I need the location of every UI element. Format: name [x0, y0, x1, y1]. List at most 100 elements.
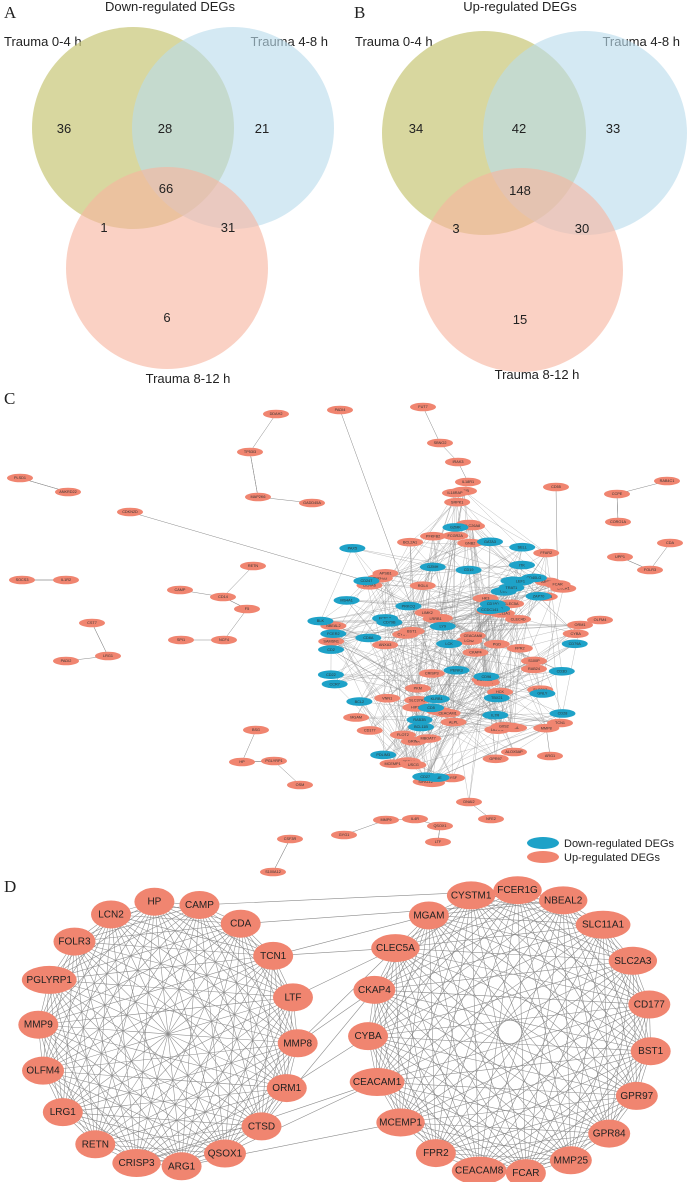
network-c-node-label: CD40LG — [527, 576, 542, 580]
network-c-edge — [431, 535, 456, 674]
network-c-node: CD3D — [548, 666, 575, 676]
network-d-edge — [562, 900, 572, 1161]
network-c-node-label: CLEC4D — [511, 617, 526, 621]
network-d-node-label: MCEMP1 — [379, 1117, 422, 1128]
network-d-node: GPR97 — [615, 1081, 658, 1110]
network-d-node: OLFM4 — [22, 1056, 65, 1085]
network-d-node-shape — [451, 1156, 507, 1182]
network-c-edge — [333, 625, 414, 766]
network-c-node-shape — [604, 489, 630, 499]
network-d-edge — [395, 947, 610, 1134]
network-c-node-label: GZMK — [450, 526, 461, 530]
network-c-node-label: CDKN2D — [122, 510, 138, 514]
network-c-node: LY9 — [429, 621, 456, 631]
network-d-node-shape — [348, 1022, 389, 1051]
network-d-edge — [49, 979, 226, 1154]
network-c-node: CDA — [657, 538, 683, 548]
network-c-node-label: LRG1 — [103, 654, 113, 658]
network-d-edge — [570, 1004, 650, 1161]
network-d-edge — [62, 1111, 262, 1127]
network-c-node: PAX5 — [339, 543, 366, 553]
network-d-edge — [374, 989, 651, 1052]
network-c-node-label: LEF1 — [516, 580, 525, 584]
network-d-node: CAMP — [179, 890, 220, 919]
network-d-node-label: HP — [147, 897, 161, 908]
network-c-node-shape — [507, 577, 534, 586]
venn-a-ab: 28 — [158, 121, 172, 136]
network-c-node: DNAI2 — [456, 797, 482, 807]
network-c-edge — [359, 701, 408, 762]
network-d-node-shape — [272, 983, 313, 1012]
network-c-node: G0S2 — [490, 721, 517, 731]
network-panel-c: C PLSD1 ANKRD22 CDKN2D TP53I3 MAP2K6 GADD45A D… — [4, 389, 683, 877]
network-d-edge — [367, 915, 430, 1037]
network-c-edge — [356, 713, 563, 718]
network-c-node-label: BSG — [252, 728, 260, 732]
network-c-node-label: CEACAM1 — [438, 711, 456, 715]
network-c-node-shape — [548, 666, 575, 676]
network-d-edge — [273, 915, 429, 957]
network-c-node: HP — [229, 757, 255, 767]
network-c-edges — [19, 406, 671, 873]
network-c-node-label: IL7R — [491, 713, 499, 717]
network-d-edge — [74, 941, 137, 1164]
network-d-edge — [368, 1004, 650, 1037]
network-c-node-shape — [657, 538, 683, 548]
network-d-node-shape — [75, 1130, 116, 1159]
network-c-node-label: PLSD1 — [14, 476, 26, 480]
network-c-edge — [389, 580, 514, 623]
network-c-node: RETN — [240, 561, 266, 571]
network-d-node: FCAR — [505, 1159, 546, 1182]
network-d-node-shape — [505, 1159, 546, 1182]
network-d-edge — [395, 924, 604, 949]
network-c-node-shape — [9, 575, 35, 585]
network-c-node-label: CD14 — [218, 595, 228, 599]
network-d-edge — [395, 948, 480, 1171]
network-c-edge — [385, 644, 561, 724]
network-c-node-shape — [240, 561, 266, 571]
network-d-edge — [95, 901, 155, 1145]
network-d-edge — [374, 989, 572, 1161]
network-c-node: CD247 — [353, 576, 380, 586]
network-c-node-label: TCN1 — [555, 721, 565, 725]
network-c-node: CLEC4D — [505, 614, 532, 624]
network-d-node-shape — [220, 909, 261, 938]
network-c-node-shape — [420, 531, 447, 541]
network-d-node-shape — [376, 1108, 425, 1137]
network-d-edge — [38, 997, 293, 1025]
network-c-node-label: SRPK1 — [451, 500, 463, 504]
network-c-node: MMP8 — [533, 723, 560, 733]
network-d-edge — [478, 960, 634, 1171]
network-c-node-shape — [427, 438, 453, 448]
network-d-edge — [400, 895, 472, 1123]
network-c-node-label: HIP1 — [411, 706, 419, 710]
network-c-node: MMP9 — [373, 815, 399, 825]
network-d-edge — [608, 960, 634, 1134]
network-c-node: CD55 — [543, 482, 569, 492]
network-c-node-label: OSM — [296, 783, 305, 787]
network-c-edge — [422, 585, 470, 641]
network-c-node: TBX21 — [483, 693, 510, 703]
network-d-node-label: GPR97 — [620, 1091, 653, 1102]
network-d-node-label: PGLYRP1 — [27, 975, 73, 986]
network-d-edge — [181, 1087, 287, 1167]
network-c-node-label: SELL — [518, 545, 527, 549]
network-c-edge — [544, 553, 547, 597]
network-d-node-shape — [112, 1149, 161, 1178]
network-c-node: GYG1 — [331, 830, 357, 840]
network-d-edge — [377, 1081, 571, 1161]
network-c-node-shape — [443, 665, 470, 675]
network-c-node: FCAR — [544, 580, 571, 589]
network-c-edge — [369, 585, 512, 588]
network-d-node-label: MMP8 — [283, 1038, 312, 1049]
network-d-node-label: ORM1 — [272, 1083, 301, 1094]
network-d-node: RETN — [75, 1130, 116, 1159]
network-d-edge — [435, 1004, 650, 1154]
network-c-edge — [330, 490, 465, 650]
network-c-node-label: MAP2K6 — [251, 495, 266, 499]
network-c-node-label: MBOAT7 — [420, 737, 435, 741]
network-d-edge — [479, 1051, 651, 1171]
network-d-edge — [377, 1081, 637, 1097]
network-d-edge — [49, 979, 298, 1044]
network-c-node-label: CD6 — [500, 590, 508, 594]
